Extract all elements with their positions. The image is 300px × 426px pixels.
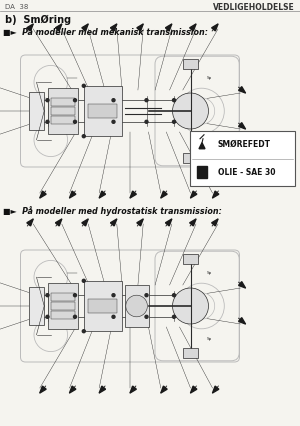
Circle shape xyxy=(172,93,208,129)
Circle shape xyxy=(46,120,49,123)
Bar xyxy=(88,299,117,313)
Circle shape xyxy=(126,295,147,317)
Polygon shape xyxy=(56,219,62,226)
Polygon shape xyxy=(190,219,196,226)
Polygon shape xyxy=(212,24,218,31)
Polygon shape xyxy=(110,24,117,31)
Circle shape xyxy=(112,99,115,102)
Polygon shape xyxy=(99,191,106,198)
Circle shape xyxy=(82,135,85,138)
Polygon shape xyxy=(161,386,167,393)
Circle shape xyxy=(82,330,85,333)
Text: Sp: Sp xyxy=(207,271,212,275)
Text: Sp: Sp xyxy=(207,337,212,341)
Polygon shape xyxy=(238,318,245,324)
Bar xyxy=(51,116,75,124)
Bar xyxy=(47,88,78,134)
Circle shape xyxy=(145,99,148,102)
Circle shape xyxy=(74,120,76,123)
Polygon shape xyxy=(27,219,33,226)
Text: Sp: Sp xyxy=(207,76,212,80)
Circle shape xyxy=(74,294,76,296)
Circle shape xyxy=(46,294,49,296)
Polygon shape xyxy=(70,191,76,198)
Circle shape xyxy=(46,99,49,102)
Text: ■►  På modeller med mekanisk transmission:: ■► På modeller med mekanisk transmission… xyxy=(3,28,208,37)
Polygon shape xyxy=(40,191,46,198)
Bar xyxy=(183,59,198,69)
Bar xyxy=(84,281,122,331)
Circle shape xyxy=(82,84,85,87)
Bar xyxy=(183,254,198,264)
Circle shape xyxy=(172,315,176,318)
Polygon shape xyxy=(137,24,143,31)
Bar xyxy=(84,86,122,136)
Bar xyxy=(51,302,75,310)
Polygon shape xyxy=(82,24,88,31)
Polygon shape xyxy=(56,24,62,31)
Polygon shape xyxy=(130,386,136,393)
Polygon shape xyxy=(27,24,33,31)
Polygon shape xyxy=(238,123,245,129)
Text: VEDLIGEHOLDELSE: VEDLIGEHOLDELSE xyxy=(213,3,295,12)
Bar xyxy=(29,92,44,130)
Polygon shape xyxy=(212,386,219,393)
Polygon shape xyxy=(212,191,219,198)
Circle shape xyxy=(74,99,76,102)
Circle shape xyxy=(82,279,85,282)
Circle shape xyxy=(112,294,115,296)
Circle shape xyxy=(145,315,148,318)
Polygon shape xyxy=(190,191,197,198)
Bar xyxy=(51,311,75,319)
Polygon shape xyxy=(190,386,197,393)
Polygon shape xyxy=(130,191,136,198)
Circle shape xyxy=(74,315,76,318)
Polygon shape xyxy=(165,24,172,31)
Bar xyxy=(29,287,44,325)
Bar xyxy=(51,98,75,106)
Polygon shape xyxy=(238,282,245,288)
Polygon shape xyxy=(40,386,46,393)
Polygon shape xyxy=(197,166,207,178)
Circle shape xyxy=(145,294,148,296)
Polygon shape xyxy=(238,86,245,93)
Polygon shape xyxy=(82,219,88,226)
Circle shape xyxy=(172,294,176,296)
Bar xyxy=(190,131,295,186)
Polygon shape xyxy=(99,386,106,393)
Circle shape xyxy=(112,120,115,123)
Text: DA  38: DA 38 xyxy=(5,4,28,10)
Circle shape xyxy=(112,315,115,318)
Circle shape xyxy=(46,315,49,318)
Polygon shape xyxy=(212,219,218,226)
Text: Sp: Sp xyxy=(207,142,212,146)
Bar xyxy=(183,348,198,357)
Polygon shape xyxy=(190,24,196,31)
Polygon shape xyxy=(137,219,143,226)
Polygon shape xyxy=(161,191,167,198)
Text: OLIE - SAE 30: OLIE - SAE 30 xyxy=(218,168,275,177)
Text: SMØREFEDT: SMØREFEDT xyxy=(218,140,271,149)
Bar xyxy=(88,104,117,118)
Bar xyxy=(51,107,75,115)
Bar xyxy=(124,285,149,327)
Circle shape xyxy=(145,120,148,123)
Polygon shape xyxy=(110,219,117,226)
Bar xyxy=(51,293,75,301)
Bar xyxy=(47,283,78,329)
Polygon shape xyxy=(70,386,76,393)
Bar xyxy=(183,153,198,163)
Circle shape xyxy=(172,288,208,324)
Polygon shape xyxy=(199,143,205,149)
Polygon shape xyxy=(165,219,172,226)
Text: b)  SmØring: b) SmØring xyxy=(5,15,71,25)
Text: ■►  På modeller med hydrostatisk transmission:: ■► På modeller med hydrostatisk transmis… xyxy=(3,206,222,216)
Circle shape xyxy=(172,99,176,102)
Circle shape xyxy=(172,120,176,123)
